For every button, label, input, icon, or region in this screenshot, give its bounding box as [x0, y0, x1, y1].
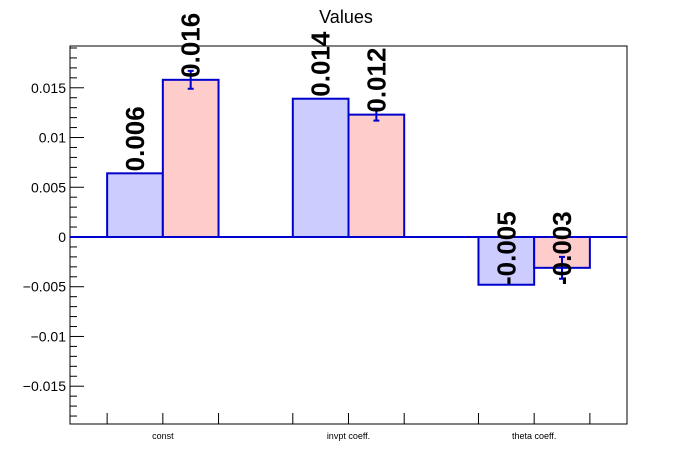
data-label: 0.014: [306, 31, 336, 97]
y-tick-label: 0.005: [31, 179, 66, 195]
y-tick-label: 0: [58, 229, 66, 245]
bars-group: [70, 69, 627, 286]
category-label: const: [152, 431, 174, 441]
data-labels-group: 0.006 0.014 -0.005 0.016 0.012 -0.003: [120, 13, 577, 285]
bar-series2-1: [347, 113, 406, 238]
data-label: -0.005: [491, 211, 521, 285]
plot-frame: −0.015 −0.01 −0.005 0 0.005 0.01 0.015 const inv…: [23, 45, 628, 441]
y-tick-label: 0.01: [39, 130, 66, 146]
category-label: theta coeff.: [512, 431, 556, 441]
data-label: -0.003: [547, 211, 577, 285]
y-tick-label: −0.01: [31, 328, 67, 344]
bar-series1-0: [106, 172, 164, 238]
y-tick-label: −0.015: [23, 378, 66, 394]
bar-series1-1: [291, 97, 350, 238]
chart-title: Values: [319, 7, 373, 27]
data-label: 0.006: [120, 106, 150, 171]
y-tick-label: −0.005: [23, 279, 66, 295]
data-label: 0.016: [176, 13, 206, 78]
category-label: invpt coeff.: [327, 431, 370, 441]
bar-series2-0: [161, 78, 220, 238]
data-label: 0.012: [361, 48, 391, 113]
y-tick-label: 0.015: [31, 80, 66, 96]
